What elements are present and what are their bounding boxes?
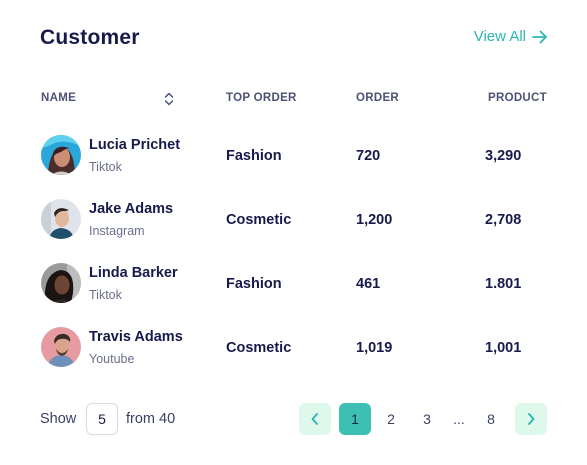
column-header-order[interactable]: ORDER [356, 92, 400, 104]
customer-source: Youtube [89, 352, 135, 366]
total-count-label: from 40 [126, 411, 176, 427]
table-row[interactable]: Jake Adams Instagram Cosmetic 1,200 2,70… [0, 195, 587, 243]
customer-name: Lucia Prichet [89, 137, 181, 153]
avatar [41, 327, 81, 367]
page-button-8[interactable]: 8 [487, 411, 495, 427]
customer-name: Linda Barker [89, 265, 178, 281]
card-header: Customer View All [40, 24, 548, 54]
order-cell: 461 [356, 276, 381, 292]
chevron-right-icon [528, 413, 535, 425]
page-button-3[interactable]: 3 [423, 411, 431, 427]
avatar [41, 135, 81, 175]
table-row[interactable]: Linda Barker Tiktok Fashion 461 1.801 [0, 259, 587, 307]
table-row[interactable]: Lucia Prichet Tiktok Fashion 720 3,290 [0, 131, 587, 179]
page-button-1[interactable]: 1 [339, 403, 371, 435]
order-cell: 1,200 [356, 212, 393, 228]
customer-source: Instagram [89, 224, 145, 238]
top-order-cell: Cosmetic [226, 340, 292, 356]
avatar [41, 263, 81, 303]
customer-source: Tiktok [89, 288, 122, 302]
customer-name: Jake Adams [89, 201, 174, 217]
chevron-left-icon [311, 413, 318, 425]
column-header-product[interactable]: PRODUCT [488, 92, 547, 104]
top-order-cell: Fashion [226, 276, 282, 292]
column-header-top-order[interactable]: TOP ORDER [226, 92, 297, 104]
show-label: Show [40, 411, 77, 427]
customer-name: Travis Adams [89, 329, 183, 345]
next-page-button[interactable] [515, 403, 547, 435]
view-all-label: View All [473, 28, 526, 45]
prev-page-button[interactable] [299, 403, 331, 435]
table-header: NAME TOP ORDER ORDER PRODUCT [0, 92, 587, 108]
avatar [41, 199, 81, 239]
column-header-name[interactable]: NAME [41, 92, 77, 104]
product-cell: 1.801 [485, 276, 522, 292]
order-cell: 720 [356, 148, 381, 164]
order-cell: 1,019 [356, 340, 393, 356]
top-order-cell: Cosmetic [226, 212, 292, 228]
page-title: Customer [40, 26, 140, 49]
top-order-cell: Fashion [226, 148, 282, 164]
view-all-link[interactable]: View All [474, 28, 548, 45]
product-cell: 3,290 [485, 148, 522, 164]
customer-source: Tiktok [89, 160, 122, 174]
arrow-right-icon [532, 30, 547, 43]
table-footer: Show 5 from 40 1 2 3 ... 8 [0, 403, 587, 435]
page-ellipsis: ... [453, 411, 465, 427]
product-cell: 2,708 [485, 212, 522, 228]
table-row[interactable]: Travis Adams Youtube Cosmetic 1,019 1,00… [0, 323, 587, 371]
page-button-2[interactable]: 2 [387, 411, 395, 427]
sort-icon[interactable] [163, 91, 175, 107]
product-cell: 1,001 [485, 340, 522, 356]
page-size-select[interactable]: 5 [86, 403, 118, 435]
